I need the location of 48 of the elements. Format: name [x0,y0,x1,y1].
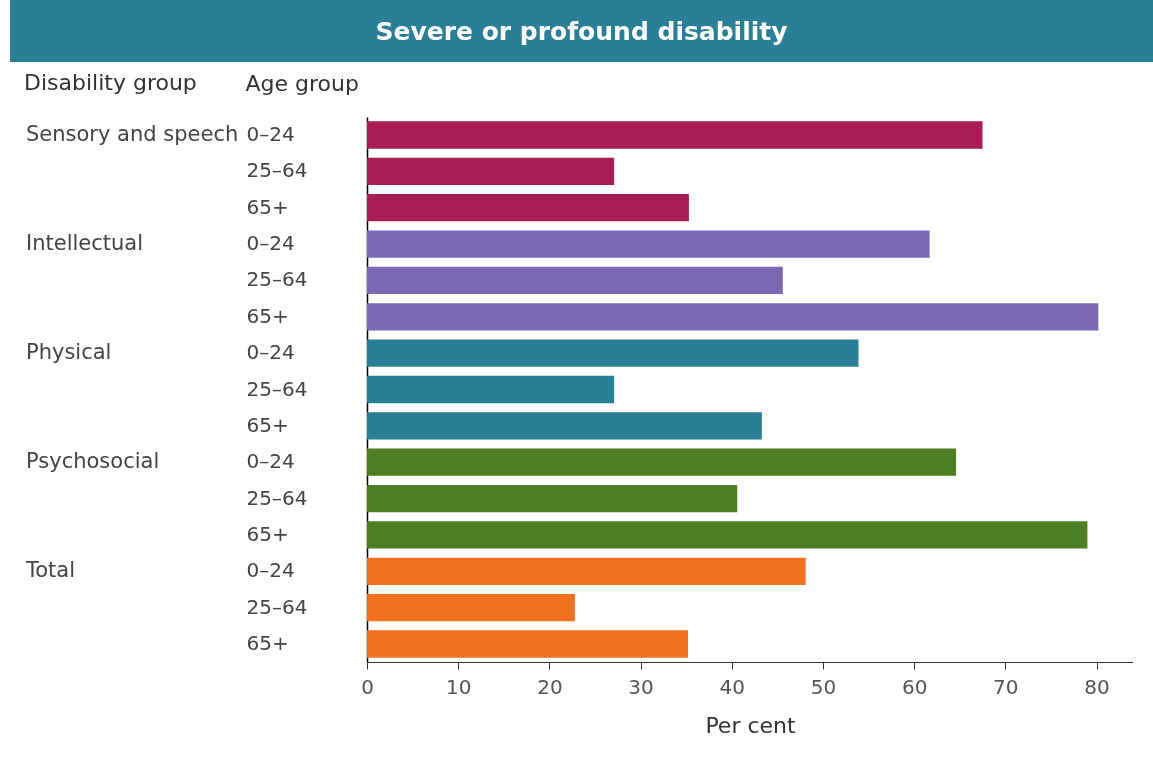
bar [367,630,688,658]
y-tick-label: 25–64 [246,594,308,619]
bar [367,303,1099,331]
y-tick-label: 25–64 [246,376,308,401]
text: Disability group [24,70,197,95]
x-tick-label: 0 [361,674,374,699]
bar [367,375,615,404]
x-tick-label: 70 [993,674,1019,699]
y-tick-label: 0–24 [246,558,295,583]
text: Sensory and speech [26,122,239,146]
text: Physical [26,340,112,365]
y-tick-label: 0–24 [246,231,295,256]
y-tick-label: 65+ [246,631,289,655]
y-axis-title: Age group [245,70,359,96]
bar [367,194,689,222]
text: Intellectual [26,231,144,256]
x-tick-label: 50 [810,674,837,699]
x-tick-label: 40 [719,674,745,699]
text: Total [25,558,76,583]
x-tick-label: 30 [628,674,654,699]
y-tick-label: 65+ [246,194,289,219]
y-tick-label: 25–64 [246,485,308,510]
bar [367,521,1088,549]
bar [367,448,957,476]
bar [367,339,859,367]
x-axis-title: Per cent [705,712,796,738]
y-tick-label: 0–24 [246,449,295,474]
y-tick-label: 25–64 [246,267,308,292]
x-tick-label: 10 [445,674,472,699]
bar [367,594,575,622]
bar [367,230,930,258]
bar [367,557,806,585]
y-tick-label: 0–24 [246,122,295,146]
text: Psychosocial [26,449,160,474]
bar [367,484,738,513]
y-tick-label: 25–64 [246,158,308,183]
x-tick-label: 20 [537,674,563,699]
x-tick-label: 60 [901,674,928,699]
y-tick-label: 0–24 [246,340,295,365]
y-tick-label: 65+ [246,521,289,546]
x-tick-label: 80 [1084,674,1110,699]
bar [367,266,783,295]
bar [367,121,983,149]
chart-title: Severe or profound disability [10,0,1153,62]
y-tick-label: 65+ [246,412,289,437]
y-tick-label: 65+ [246,303,289,328]
bar [367,157,615,185]
bar [367,412,762,440]
